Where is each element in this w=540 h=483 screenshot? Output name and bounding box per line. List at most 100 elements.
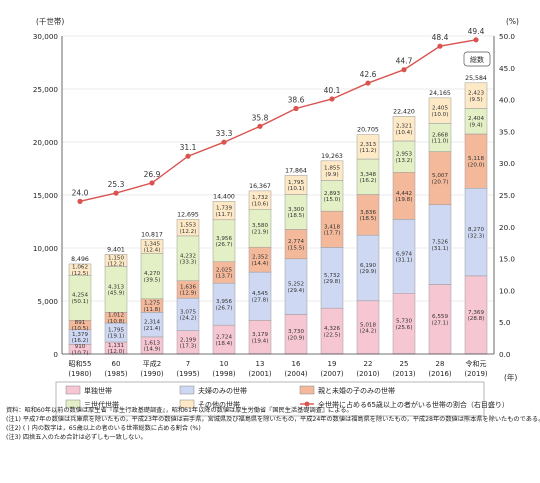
bar-total-label: 20,705 — [357, 127, 379, 134]
segment-percent: (10.0) — [432, 112, 449, 118]
segment-value: 4,254 — [72, 293, 88, 299]
left-tick-label: 25,000 — [33, 85, 59, 94]
segment-label: 3,956 (26.7) — [216, 299, 233, 311]
segment-label: 4,442 (19.8) — [396, 191, 413, 203]
segment-value: 1,553 — [180, 223, 196, 229]
segment-value: 1,275 — [144, 301, 160, 307]
line-value-label: 24.0 — [72, 188, 89, 197]
segment-value: 3,179 — [252, 332, 268, 338]
segment-value: 6,190 — [360, 263, 376, 269]
segment-percent: (10.8) — [108, 319, 125, 325]
segment-percent: (19.1) — [108, 334, 125, 340]
line-point — [257, 123, 263, 129]
segment-value: 5,007 — [432, 173, 448, 179]
segment-value: 2,199 — [180, 337, 196, 343]
x-tick-label: 平成2 — [143, 359, 161, 368]
segment-label: 1,636 (12.9) — [180, 284, 197, 296]
note-3: (注3) 四捨五入のため合計は必ずしも一致しない。 — [6, 433, 147, 441]
bar-total-label: 17,864 — [285, 167, 307, 174]
segment-percent: (17.7) — [324, 230, 341, 236]
segment-percent: (25.6) — [396, 325, 413, 331]
segment-value: 3,956 — [216, 299, 232, 305]
segment-value: 2,668 — [432, 132, 448, 138]
segment-value: 4,442 — [396, 191, 412, 197]
segment-percent: (24.2) — [180, 316, 197, 322]
line-point — [401, 67, 407, 73]
line-point — [185, 153, 191, 159]
line-value-label: 40.1 — [324, 86, 341, 95]
segment-label: 3,348 (16.2) — [360, 172, 377, 184]
segment-label: 3,730 (20.9) — [288, 329, 305, 341]
left-axis-unit: (千世帯) — [36, 16, 64, 26]
bar-segment — [356, 134, 380, 160]
segment-label: 1,553 (12.2) — [180, 223, 197, 235]
segment-label: 2,893 (15.0) — [324, 191, 341, 203]
segment-value: 1,795 — [288, 180, 304, 186]
right-tick-label: 25.0 — [499, 191, 515, 200]
segment-label: 5,252 (29.4) — [288, 282, 305, 294]
segment-value: 4,313 — [108, 284, 124, 290]
notes: 資料：昭和60年以前の数値は厚生省『厚生行政基礎調査』，昭和61年以降の数値は厚… — [6, 407, 540, 443]
segment-percent: (16.2) — [360, 178, 377, 184]
bar-segment — [68, 263, 92, 276]
segment-percent: (20.0) — [468, 162, 485, 168]
segment-value: 2,724 — [216, 335, 232, 341]
segment-label: 4,270 (39.5) — [144, 271, 161, 283]
segment-percent: (28.8) — [468, 316, 485, 322]
segment-percent: (10.7) — [72, 350, 89, 356]
segment-percent: (11.7) — [216, 212, 233, 218]
segment-percent: (13.7) — [216, 274, 233, 280]
segment-percent: (18.5) — [360, 216, 377, 222]
x-tick-label: 13 — [256, 360, 265, 368]
left-tick-label: 30,000 — [33, 32, 59, 41]
segment-label: 2,774 (15.5) — [288, 239, 305, 251]
segment-value: 2,321 — [396, 124, 412, 130]
left-tick-label: 10,000 — [33, 244, 59, 253]
note-2: (注2) ( ) 内の数字は，65歳以上の者のいる世帯総数に占める割合 (%) — [6, 424, 201, 432]
right-tick-label: 0.0 — [499, 350, 511, 359]
bar-total-label: 22,420 — [393, 108, 415, 115]
segment-label: 2,025 (13.7) — [216, 267, 233, 279]
segment-percent: (31.1) — [432, 246, 449, 252]
segment-label: 2,314 (21.4) — [144, 320, 161, 332]
segment-percent: (21.9) — [252, 229, 269, 235]
segment-value: 5,730 — [396, 319, 412, 325]
segment-label: 5,732 (29.8) — [324, 273, 341, 285]
right-tick-label: 35.0 — [499, 127, 515, 136]
segment-percent: (9.9) — [325, 172, 338, 178]
segment-percent: (24.2) — [360, 329, 377, 335]
segment-label: 3,179 (19.4) — [252, 332, 269, 344]
line-value-label: 42.6 — [360, 70, 377, 79]
segment-value: 1,012 — [108, 313, 124, 319]
bar-total-label: 12,695 — [177, 211, 199, 218]
bar-segment — [104, 254, 128, 267]
bar-total-label: 10,817 — [141, 231, 163, 238]
segment-label: 2,668 (11.0) — [432, 132, 449, 144]
segment-value: 1,739 — [216, 206, 232, 212]
segment-label: 2,199 (17.3) — [180, 337, 197, 349]
segment-value: 891 — [75, 320, 86, 326]
x-tick-label: 25 — [400, 360, 409, 368]
x-tick-year: (2007) — [320, 370, 344, 378]
right-tick-label: 15.0 — [499, 255, 515, 264]
segment-percent: (29.4) — [288, 288, 305, 294]
bar-total-label: 19,263 — [321, 153, 343, 160]
segment-value: 3,836 — [360, 210, 376, 216]
segment-value: 2,774 — [288, 239, 304, 245]
segment-value: 910 — [75, 344, 86, 350]
segment-percent: (10.5) — [72, 326, 89, 332]
line-point — [437, 43, 443, 49]
legend-label: 夫婦のみの世帯 — [198, 386, 247, 395]
segment-label: 2,724 (18.4) — [216, 335, 233, 347]
segment-percent: (10.4) — [396, 130, 413, 136]
bar-segment — [392, 116, 416, 142]
segment-label: 1,379 (16.2) — [72, 332, 89, 344]
bar-segment — [428, 97, 452, 124]
line-value-label: 26.9 — [144, 170, 161, 179]
bar-total-label: 9,401 — [107, 246, 125, 253]
segment-value: 6,974 — [396, 251, 412, 257]
bar-segment — [320, 160, 344, 181]
segment-percent: (12.9) — [180, 291, 197, 297]
segment-label: 7,526 (31.1) — [432, 240, 449, 252]
segment-value: 2,314 — [144, 320, 160, 326]
